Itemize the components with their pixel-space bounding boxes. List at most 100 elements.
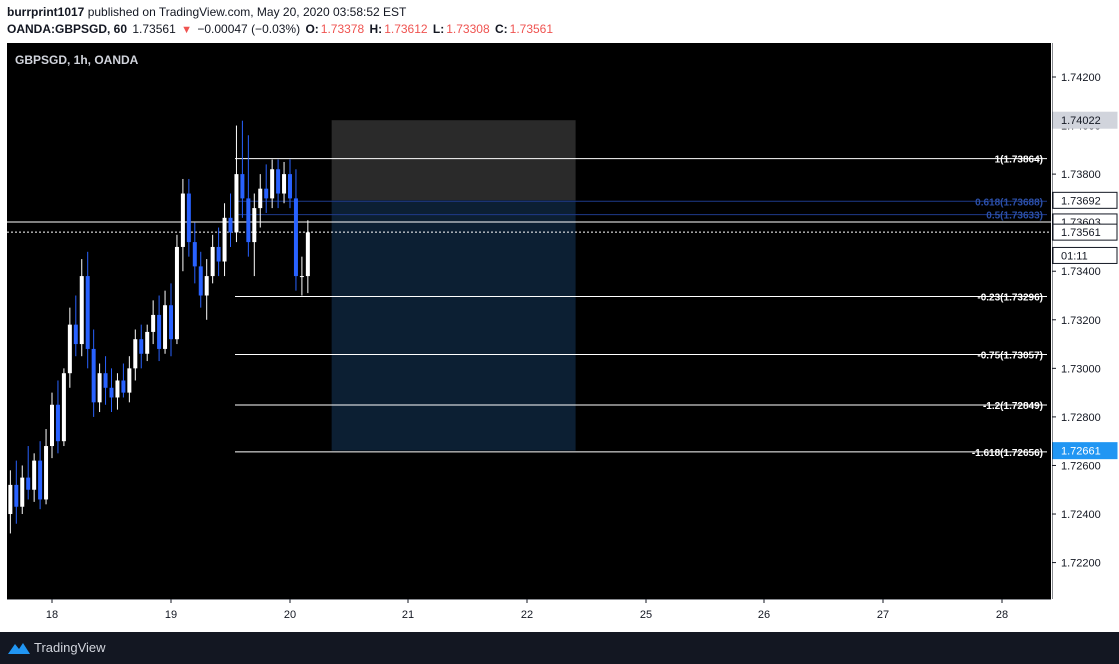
time-axis[interactable]: 18 19 20 21 22 25 26 27 28	[7, 598, 1051, 629]
open-value: 1.73378	[320, 22, 365, 36]
price-marker	[1052, 223, 1118, 241]
x-tick-label: 18	[46, 609, 58, 621]
candle-body	[20, 477, 25, 507]
candle-body	[115, 380, 120, 398]
price-marker-label: 1.74022	[1061, 115, 1101, 127]
candle-body	[157, 314, 162, 349]
time-axis-svg[interactable]: 18 19 20 21 22 25 26 27 28	[7, 598, 1051, 629]
y-tick-label: 1.72200	[1061, 558, 1101, 570]
x-tick-label: 25	[640, 609, 652, 621]
candle-body	[38, 460, 43, 500]
last-price: 1.73561	[132, 22, 176, 36]
x-tick-label: 20	[284, 609, 296, 621]
candle-body	[240, 174, 245, 199]
candle-body	[288, 174, 292, 199]
candle-body	[67, 324, 72, 374]
price-axis-svg[interactable]: 1.742001.740001.738001.736001.734001.732…	[1051, 43, 1119, 599]
candle-body	[121, 380, 126, 393]
y-tick-label: 1.73200	[1061, 315, 1101, 327]
candle-body	[32, 460, 37, 490]
candle-body	[133, 339, 138, 369]
x-tick-label: 22	[521, 609, 533, 621]
candle-body	[204, 276, 209, 296]
candle-body	[151, 314, 156, 332]
candle-body	[246, 198, 251, 243]
candle-body	[163, 305, 168, 349]
plot-area[interactable]: 1(1.73864) 0.618(1.73688) 0.5(1.73633) -0.2…	[7, 43, 1051, 599]
symbol-label: OANDA:GBPSGD, 60	[7, 22, 128, 36]
candle-body	[73, 324, 78, 345]
candle-body	[61, 373, 66, 442]
candle-body	[127, 368, 132, 393]
fib-label: -1.618(1.72656)	[972, 448, 1043, 459]
candle-body	[14, 484, 19, 507]
candle-body	[26, 477, 31, 490]
candlestick-chart[interactable]: 1(1.73864) 0.618(1.73688) 0.5(1.73633) -0.2…	[7, 43, 1051, 599]
price-marker	[1052, 442, 1118, 460]
candle-body	[55, 404, 60, 442]
candle-body	[169, 305, 173, 340]
candle-body	[85, 276, 90, 349]
x-tick-label: 19	[165, 609, 177, 621]
y-tick-label: 1.74200	[1061, 72, 1101, 84]
footer-bar: TradingView	[0, 632, 1119, 664]
fib-label: 0.618(1.73688)	[975, 197, 1043, 208]
y-tick-label: 1.72800	[1061, 412, 1101, 424]
down-arrow-icon: ▼	[181, 24, 192, 36]
candle-body	[44, 446, 49, 500]
candle-body	[109, 387, 114, 398]
candle-body	[270, 169, 275, 199]
candle-body	[97, 373, 102, 403]
high-value: 1.73612	[384, 22, 428, 36]
price-marker-label: 1.73561	[1061, 227, 1101, 239]
candle-body	[139, 339, 144, 354]
brand-name: TradingView	[34, 640, 106, 655]
candle-body	[293, 198, 298, 277]
fib-label: -0.75(1.73057)	[977, 351, 1043, 362]
candle-body	[258, 188, 263, 209]
candle-body	[103, 373, 108, 388]
candle-body	[145, 331, 150, 354]
risk-box	[331, 120, 576, 201]
candle-body	[186, 193, 191, 243]
low-value: 1.73308	[446, 22, 490, 36]
price-marker-label: 1.73692	[1061, 195, 1101, 207]
candle-body	[264, 188, 269, 199]
price-axis[interactable]: 1.742001.740001.738001.736001.734001.732…	[1051, 43, 1119, 599]
y-tick-label: 1.72600	[1061, 460, 1101, 472]
candle-body	[174, 246, 179, 340]
x-tick-label: 27	[877, 609, 889, 621]
candle-body	[222, 217, 227, 262]
target-box	[331, 200, 576, 451]
candle-body	[282, 174, 287, 194]
y-tick-label: 1.72400	[1061, 509, 1101, 521]
candle-body	[192, 242, 197, 267]
publish-text: published on TradingView.com, May 20, 20…	[87, 5, 407, 19]
close-value: 1.73561	[509, 22, 554, 36]
price-marker	[1052, 246, 1118, 264]
price-marker	[1052, 191, 1118, 209]
author-name[interactable]: burrprint1017	[7, 5, 85, 19]
y-tick-label: 1.73000	[1061, 363, 1101, 375]
chart-title: GBPSGD, 1h, OANDA	[15, 53, 139, 67]
y-tick-label: 1.73800	[1061, 169, 1101, 181]
price-change: −0.00047 (−0.03%)	[197, 22, 301, 36]
low-label: L:	[432, 22, 445, 36]
candle-body	[198, 266, 203, 296]
candle-body	[276, 169, 281, 194]
fib-label: 0.5(1.73633)	[986, 211, 1043, 222]
price-marker-label: 1.72661	[1061, 446, 1101, 458]
publish-info: burrprint1017 published on TradingView.c…	[7, 5, 406, 19]
tradingview-logo-icon	[8, 643, 30, 654]
fib-label: -1.2(1.72849)	[983, 401, 1043, 412]
x-tick-label: 21	[402, 609, 414, 621]
close-label: C:	[494, 22, 508, 36]
x-tick-label: 28	[996, 609, 1008, 621]
candle-body	[8, 484, 13, 515]
chart-header: burrprint1017 published on TradingView.c…	[0, 0, 1119, 40]
candle-body	[305, 232, 310, 277]
candle-body	[79, 276, 84, 345]
y-tick-label: 1.73400	[1061, 266, 1101, 278]
candle-body	[180, 193, 185, 247]
candle-body	[210, 246, 215, 277]
